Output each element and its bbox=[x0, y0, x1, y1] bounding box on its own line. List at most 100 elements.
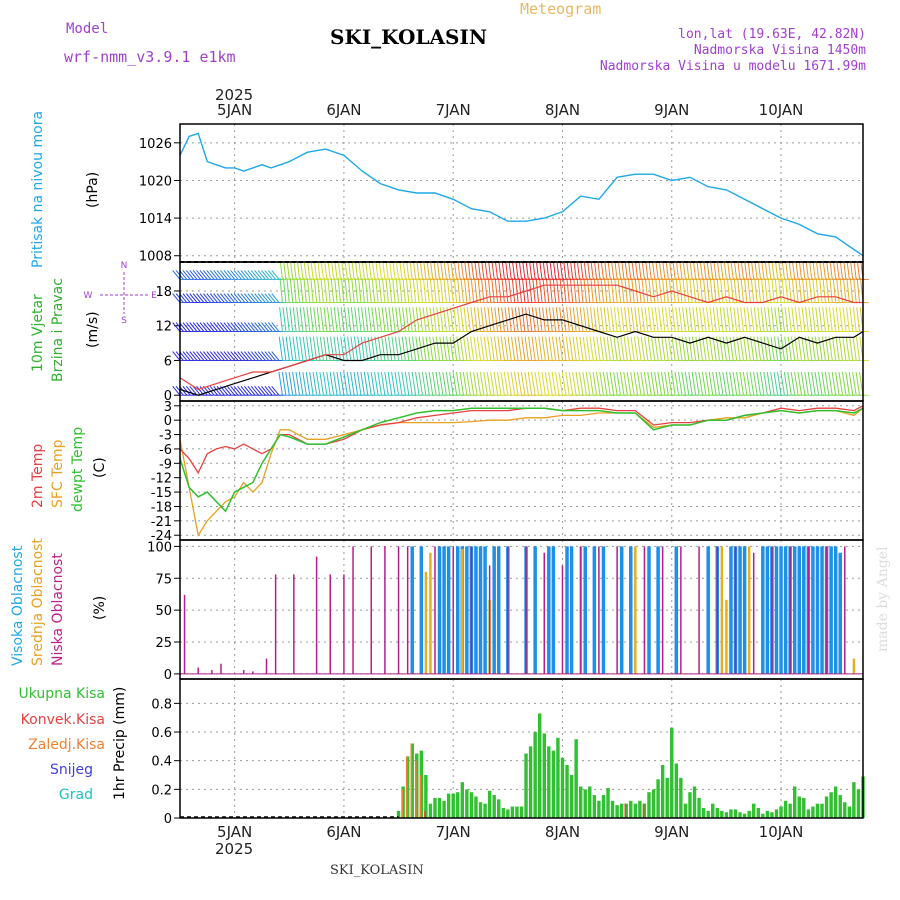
wind-barb bbox=[675, 277, 680, 303]
wind-barb bbox=[521, 336, 526, 361]
precip-bar bbox=[674, 763, 679, 818]
wind-barb bbox=[404, 371, 410, 396]
wind-barb bbox=[341, 261, 345, 280]
precip-bar bbox=[515, 806, 519, 818]
wind-barb bbox=[278, 336, 283, 361]
wind-barb bbox=[600, 261, 604, 280]
wind-barb bbox=[558, 371, 563, 396]
wind-barb bbox=[508, 277, 512, 303]
wind-barb bbox=[504, 307, 509, 332]
wind-barb bbox=[542, 261, 546, 280]
wind-barb bbox=[535, 261, 540, 280]
wind-barb bbox=[848, 371, 854, 396]
wind-barb bbox=[340, 307, 345, 332]
wind-barb bbox=[460, 261, 464, 280]
precip-bar bbox=[610, 800, 615, 818]
wind-barb bbox=[233, 322, 242, 332]
top-day-label: 6JAN bbox=[326, 101, 361, 119]
wind-barb bbox=[372, 261, 376, 280]
wind-barb bbox=[767, 277, 772, 303]
precip-bar bbox=[688, 792, 692, 818]
wind-barb bbox=[734, 261, 738, 280]
precip-bar bbox=[806, 809, 811, 818]
wind-barb bbox=[334, 261, 338, 280]
precip-bar bbox=[792, 786, 797, 818]
wind-barb bbox=[562, 307, 567, 332]
precip-bar bbox=[405, 756, 408, 818]
wind-barb bbox=[300, 261, 304, 280]
wind-barb bbox=[425, 371, 430, 396]
wind-barb bbox=[172, 385, 181, 396]
wind-barb bbox=[292, 371, 297, 396]
wind-barb bbox=[226, 270, 236, 280]
wind-barb bbox=[637, 336, 642, 361]
wind-barb bbox=[350, 371, 355, 396]
wind-barb bbox=[626, 371, 632, 396]
wind-barb bbox=[802, 261, 806, 280]
wind-barb bbox=[433, 277, 437, 303]
wind-barb bbox=[726, 277, 731, 303]
wind-barb bbox=[254, 322, 263, 332]
wind-barb bbox=[664, 336, 669, 361]
wind-barb bbox=[771, 261, 775, 280]
wind-barb bbox=[247, 322, 256, 332]
precip-bar bbox=[560, 757, 565, 818]
wind-barb bbox=[309, 371, 314, 396]
panel-frame bbox=[179, 678, 864, 819]
precip-bar bbox=[706, 810, 710, 818]
wind-barb bbox=[213, 293, 222, 303]
wind-barb bbox=[312, 336, 318, 361]
wind-barb bbox=[706, 307, 710, 332]
precip-panel: 0 0.2 0.4 0.6 0.8 bbox=[151, 678, 865, 827]
wind-barb bbox=[539, 261, 543, 280]
wind-barb bbox=[631, 261, 635, 280]
wind-barb bbox=[582, 371, 587, 396]
wind-barb bbox=[698, 371, 703, 396]
wind-barb bbox=[264, 270, 273, 280]
cloud-ylabel-3: Niska Oblacnost bbox=[50, 553, 66, 666]
wind-barb bbox=[395, 307, 400, 332]
wind-barb bbox=[495, 261, 499, 280]
wind-barb bbox=[206, 351, 215, 361]
wind-barb bbox=[655, 277, 659, 303]
wind-barb bbox=[244, 322, 253, 332]
wind-barb bbox=[647, 307, 652, 332]
wind-compass: N W E S bbox=[84, 261, 158, 326]
wind-barb bbox=[531, 307, 536, 332]
wind-barb bbox=[289, 277, 294, 303]
wind-barb bbox=[473, 371, 478, 396]
wind-barb bbox=[279, 261, 283, 280]
wind-barb bbox=[565, 336, 570, 361]
wind-barb bbox=[688, 371, 693, 396]
wind-barb bbox=[624, 261, 628, 280]
wind-barb bbox=[628, 261, 632, 280]
wind-barb bbox=[267, 270, 277, 280]
wind-barb bbox=[839, 307, 844, 332]
wind-barb bbox=[606, 371, 611, 396]
wind-barb bbox=[445, 371, 451, 396]
wind-barb bbox=[524, 371, 529, 396]
wind-barb bbox=[319, 371, 324, 396]
wind-barb bbox=[791, 336, 796, 361]
wind-barb bbox=[675, 307, 680, 332]
wind-barb bbox=[641, 277, 645, 303]
wind-barb bbox=[723, 307, 727, 332]
precip-bar bbox=[578, 786, 583, 818]
wind-barb bbox=[620, 336, 625, 361]
precip-bar bbox=[701, 807, 706, 818]
wind-barb bbox=[348, 261, 352, 280]
wind-barb bbox=[587, 261, 591, 280]
precip-bar bbox=[415, 760, 417, 818]
wind-barb bbox=[432, 307, 437, 332]
wind-barb bbox=[590, 277, 594, 303]
wind-barb bbox=[535, 307, 540, 332]
precip-bar bbox=[569, 775, 574, 818]
wind-barb bbox=[189, 351, 198, 361]
wind-barb bbox=[429, 277, 434, 303]
precip-bar bbox=[615, 805, 619, 818]
wind-barb bbox=[849, 336, 854, 361]
wind-barb bbox=[460, 277, 464, 303]
wind-barb bbox=[586, 277, 591, 303]
wind-barb bbox=[759, 371, 765, 396]
precip-bar bbox=[720, 810, 724, 818]
